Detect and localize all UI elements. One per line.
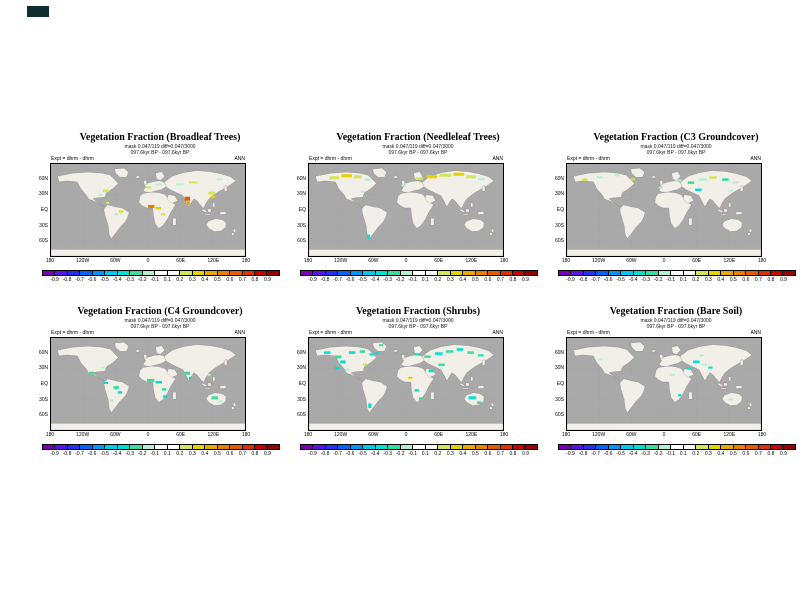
panel-bare-soil: Vegetation Fraction (Bare Soil) mask 0.0… [550,306,800,466]
panel-title: Vegetation Fraction (Bare Soil) [609,306,743,317]
experiment-label: Expt = dhrm - dhrm [309,330,352,336]
panel-subtitle-1: mask 0.047/119 diff=0.047/3000 [124,144,196,150]
x-ticks: 180 120W 60W 0 60E 120E 180 [303,432,509,438]
panel-corner-row: Expt = dhrm - dhrm ANN [308,330,504,337]
data-patches [88,366,223,403]
map-row: 60N 30N EQ 30S 60S [550,163,800,257]
colorbar [42,270,280,276]
map-row: 60N 30N EQ 30S 60S [292,337,544,431]
map-row: 60N 30N EQ 30S 60S [34,337,286,431]
panel-needleleaf-trees: Vegetation Fraction (Needleleaf Trees) m… [292,132,544,292]
colorbar [300,270,538,276]
panel-corner-row: Expt = dhrm - dhrm ANN [50,330,246,337]
x-ticks: 180 120W 60W 0 60E 120E 180 [561,432,767,438]
world-map [308,163,504,257]
colorbar [42,444,280,450]
panel-subtitle-2: 097.6kyr BP - 097.6kyr BP [388,150,448,156]
panel-grid: Vegetation Fraction (Broadleaf Trees) ma… [34,132,800,466]
season-label: ANN [750,330,761,336]
data-patches [582,174,739,192]
colorbar [300,444,538,450]
panel-corner-row: Expt = dhrm - dhrm ANN [308,156,504,163]
panel-title: Vegetation Fraction (Broadleaf Trees) [79,132,241,143]
world-map [50,163,246,257]
world-map [308,337,504,431]
panel-subtitle-2: 097.6kyr BP - 097.6kyr BP [388,324,448,330]
season-label: ANN [492,156,503,162]
panel-subtitle-1: mask 0.047/119 diff=0.047/3000 [640,144,712,150]
corner-mark [27,6,49,17]
y-ticks: 60N 30N EQ 30S 60S [296,349,306,419]
world-map [566,163,762,257]
colorbar-labels: -0.9 -0.8 -0.7 -0.6 -0.5 -0.4 -0.3 -0.2 -0.1 0.1 0… [308,277,529,283]
season-label: ANN [234,330,245,336]
panel-broadleaf-trees: Vegetation Fraction (Broadleaf Trees) ma… [34,132,286,292]
colorbar [558,270,796,276]
colorbar-labels: -0.9 -0.8 -0.7 -0.6 -0.5 -0.4 -0.3 -0.2 -0.1 0.1 0… [566,451,787,457]
panel-c4-groundcover: Vegetation Fraction (C4 Groundcover) mas… [34,306,286,466]
season-label: ANN [234,156,245,162]
map-row: 60N 30N EQ 30S 60S [34,163,286,257]
x-ticks: 180 120W 60W 0 60E 120E 180 [303,258,509,264]
panel-title: Vegetation Fraction (Needleleaf Trees) [336,132,500,143]
panel-corner-row: Expt = dhrm - dhrm ANN [566,156,762,163]
colorbar [558,444,796,450]
panel-subtitle-2: 097.6kyr BP - 097.6kyr BP [646,324,706,330]
panel-c3-groundcover: Vegetation Fraction (C3 Groundcover) mas… [550,132,800,292]
panel-subtitle-1: mask 0.047/119 diff=0.047/3000 [382,318,454,324]
colorbar-labels: -0.9 -0.8 -0.7 -0.6 -0.5 -0.4 -0.3 -0.2 -0.1 0.1 0… [50,451,271,457]
map-row: 60N 30N EQ 30S 60S [550,337,800,431]
colorbar-labels: -0.9 -0.8 -0.7 -0.6 -0.5 -0.4 -0.3 -0.2 -0.1 0.1 0… [50,277,271,283]
x-ticks: 180 120W 60W 0 60E 120E 180 [45,258,251,264]
data-patches [98,178,223,216]
panel-subtitle-2: 097.6kyr BP - 097.6kyr BP [130,150,190,156]
colorbar-labels: -0.9 -0.8 -0.7 -0.6 -0.5 -0.4 -0.3 -0.2 -0.1 0.1 0… [308,451,529,457]
panel-corner-row: Expt = dhrm - dhrm ANN [566,330,762,337]
panel-subtitle-1: mask 0.047/119 diff=0.047/3000 [124,318,196,324]
panel-subtitle-2: 097.6kyr BP - 097.6kyr BP [130,324,190,330]
x-ticks: 180 120W 60W 0 60E 120E 180 [561,258,767,264]
experiment-label: Expt = dhrm - dhrm [309,156,352,162]
season-label: ANN [492,330,503,336]
experiment-label: Expt = dhrm - dhrm [567,156,610,162]
experiment-label: Expt = dhrm - dhrm [567,330,610,336]
world-map [566,337,762,431]
experiment-label: Expt = dhrm - dhrm [51,156,94,162]
panel-corner-row: Expt = dhrm - dhrm ANN [50,156,246,163]
y-ticks: 60N 30N EQ 30S 60S [554,175,564,245]
x-ticks: 180 120W 60W 0 60E 120E 180 [45,432,251,438]
panel-title: Vegetation Fraction (C4 Groundcover) [77,306,243,317]
map-row: 60N 30N EQ 30S 60S [292,163,544,257]
panel-shrubs: Vegetation Fraction (Shrubs) mask 0.047/… [292,306,544,466]
season-label: ANN [750,156,761,162]
panel-title: Vegetation Fraction (C3 Groundcover) [593,132,759,143]
data-patches [324,344,484,409]
panel-subtitle-1: mask 0.047/119 diff=0.047/3000 [640,318,712,324]
experiment-label: Expt = dhrm - dhrm [51,330,94,336]
y-ticks: 60N 30N EQ 30S 60S [554,349,564,419]
panel-subtitle-2: 097.6kyr BP - 097.6kyr BP [646,150,706,156]
data-patches [598,354,733,401]
world-map [50,337,246,431]
colorbar-labels: -0.9 -0.8 -0.7 -0.6 -0.5 -0.4 -0.3 -0.2 -0.1 0.1 0… [566,277,787,283]
y-ticks: 60N 30N EQ 30S 60S [38,175,48,245]
panel-title: Vegetation Fraction (Shrubs) [355,306,481,317]
y-ticks: 60N 30N EQ 30S 60S [296,175,306,245]
panel-subtitle-1: mask 0.047/119 diff=0.047/3000 [382,144,454,150]
data-patches [329,172,485,240]
y-ticks: 60N 30N EQ 30S 60S [38,349,48,419]
